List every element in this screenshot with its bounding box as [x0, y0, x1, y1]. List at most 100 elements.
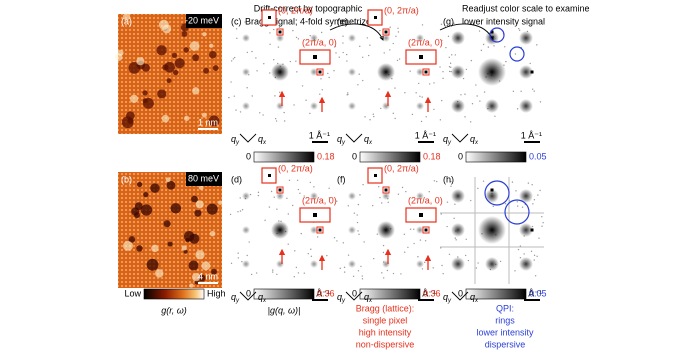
defect [157, 89, 167, 99]
q-axis-label: qy [231, 292, 240, 303]
noise [499, 260, 502, 263]
noise [479, 100, 481, 102]
noise [273, 196, 275, 198]
peak [242, 226, 250, 234]
noise [433, 180, 436, 182]
noise [346, 60, 348, 62]
noise [480, 49, 483, 52]
bright-spot [218, 200, 223, 205]
peak [451, 223, 465, 237]
noise [363, 241, 365, 243]
colorbar [253, 151, 315, 163]
bright-spot [114, 53, 123, 61]
noise [250, 273, 253, 276]
noise [419, 95, 421, 98]
noise [389, 26, 391, 28]
bright-spot [201, 261, 211, 271]
inset-marker [382, 28, 390, 36]
noise [420, 120, 423, 123]
inset-label: (0, 2π/a) [278, 163, 313, 173]
noise [520, 90, 522, 93]
noise [230, 81, 232, 83]
noise [453, 217, 455, 220]
noise [428, 191, 430, 193]
scale-label: 1 Å⁻¹ [309, 130, 330, 140]
noise [419, 239, 422, 241]
peak [310, 226, 318, 234]
note: dispersive [485, 339, 526, 349]
noise [404, 92, 406, 94]
noise [347, 254, 350, 256]
noise [531, 184, 533, 186]
colorbar-caption: g(r, ω) [161, 305, 187, 315]
noise [364, 116, 366, 118]
noise [309, 181, 312, 184]
noise [357, 270, 360, 272]
bright-spot [189, 41, 200, 51]
qpi-ring [509, 46, 525, 62]
inset-peak [313, 213, 317, 217]
defect [140, 204, 153, 216]
noise [392, 112, 394, 115]
bright-spot [123, 240, 133, 251]
noise [471, 102, 474, 105]
inset-marker [422, 226, 430, 234]
panel: 80 meV 4 nm (b) Low High g(r, ω) [118, 172, 226, 315]
noise [272, 269, 274, 271]
peak [276, 260, 284, 268]
noise [343, 266, 346, 269]
noise [441, 264, 443, 267]
noise [511, 181, 514, 183]
noise [359, 45, 361, 48]
q-axis-label: qx [470, 292, 479, 303]
panel: -20 meV 1 nm (a) [114, 12, 222, 134]
noise [517, 248, 520, 251]
annotation: lower intensity signal [462, 16, 545, 26]
defect [143, 192, 149, 198]
noise [278, 26, 281, 28]
noise [336, 240, 338, 242]
bragg-peak [490, 188, 494, 192]
noise [342, 51, 344, 54]
peak [451, 65, 465, 79]
q-axes [239, 291, 257, 301]
noise [295, 60, 297, 62]
scale-label: 1 Å⁻¹ [415, 288, 436, 298]
noise [396, 59, 399, 62]
noise [512, 90, 515, 93]
q-axis-label: qx [258, 292, 267, 303]
colorbar-min: 0 [246, 288, 251, 298]
defect [181, 31, 188, 37]
noise [273, 28, 275, 31]
noise [450, 180, 452, 183]
noise [382, 244, 385, 247]
noise [483, 91, 486, 93]
noise [305, 99, 307, 101]
noise [424, 261, 426, 264]
center-peak [377, 221, 395, 239]
peak [276, 34, 284, 42]
peak [451, 257, 465, 271]
colorbar-min: 0 [352, 151, 357, 161]
noise [460, 94, 462, 96]
inset-marker [422, 68, 430, 76]
noise [350, 21, 353, 23]
noise [313, 186, 315, 188]
inset-peak [268, 16, 271, 19]
noise [439, 119, 442, 121]
noise [239, 111, 242, 113]
panel: (0, 2π/a) (2π/a, 0) 1 Å⁻¹ (f) 0 0.36 [333, 163, 443, 301]
noise [442, 70, 444, 73]
noise [529, 62, 531, 65]
noise [493, 45, 495, 47]
inset-label: (2π/a, 0) [408, 195, 443, 205]
inset-peak [313, 55, 317, 59]
noise [476, 95, 478, 97]
inset-marker [276, 28, 284, 36]
noise [381, 272, 383, 274]
bragg-peak [490, 30, 494, 34]
noise [301, 85, 304, 87]
panel-label: (g) [443, 16, 454, 26]
noise [333, 237, 336, 239]
panel-label: (e) [337, 16, 348, 26]
